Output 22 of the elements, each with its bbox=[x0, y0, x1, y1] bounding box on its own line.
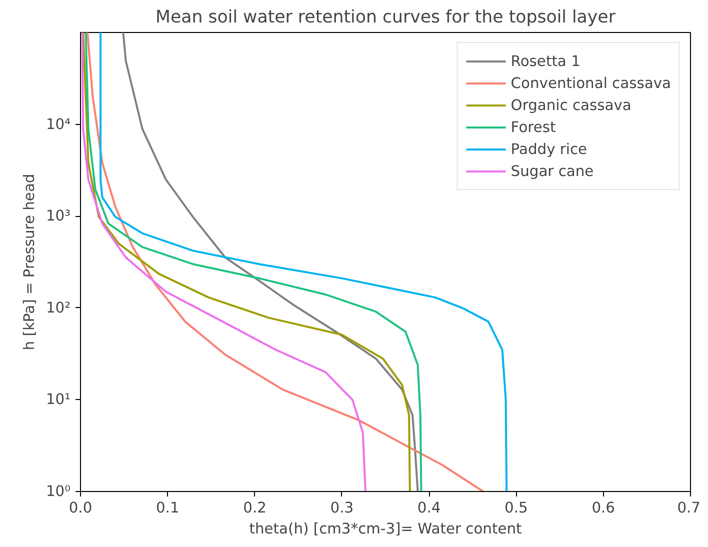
legend-label: Conventional cassava bbox=[510, 74, 671, 92]
y-tick-label: 10⁰ bbox=[46, 483, 71, 500]
x-tick-label: 0.2 bbox=[243, 500, 266, 516]
y-axis-title: h [kPa] = Pressure head bbox=[20, 174, 38, 350]
y-tick-label: 10⁴ bbox=[46, 116, 71, 133]
x-tick-label: 0.0 bbox=[68, 500, 92, 516]
legend-label: Organic cassava bbox=[510, 96, 632, 114]
legend-label: Forest bbox=[510, 118, 556, 136]
x-tick-label: 0.3 bbox=[330, 500, 354, 516]
x-axis-title: theta(h) [cm3*cm-3]= Water content bbox=[249, 520, 522, 538]
legend-label: Sugar cane bbox=[510, 162, 594, 180]
x-tick-label: 0.5 bbox=[504, 500, 528, 516]
y-tick-label: 10³ bbox=[46, 208, 71, 225]
x-tick-label: 0.4 bbox=[417, 500, 441, 516]
x-tick-label: 0.1 bbox=[156, 500, 180, 516]
y-tick-label: 10² bbox=[46, 299, 71, 316]
x-tick-label: 0.7 bbox=[677, 500, 701, 516]
legend-label: Paddy rice bbox=[510, 140, 588, 158]
legend-label: Rosetta 1 bbox=[510, 52, 580, 70]
chart-title: Mean soil water retention curves for the topsoil layer bbox=[156, 8, 616, 28]
x-tick-label: 0.6 bbox=[592, 500, 616, 516]
y-tick-label: 10¹ bbox=[46, 391, 71, 408]
